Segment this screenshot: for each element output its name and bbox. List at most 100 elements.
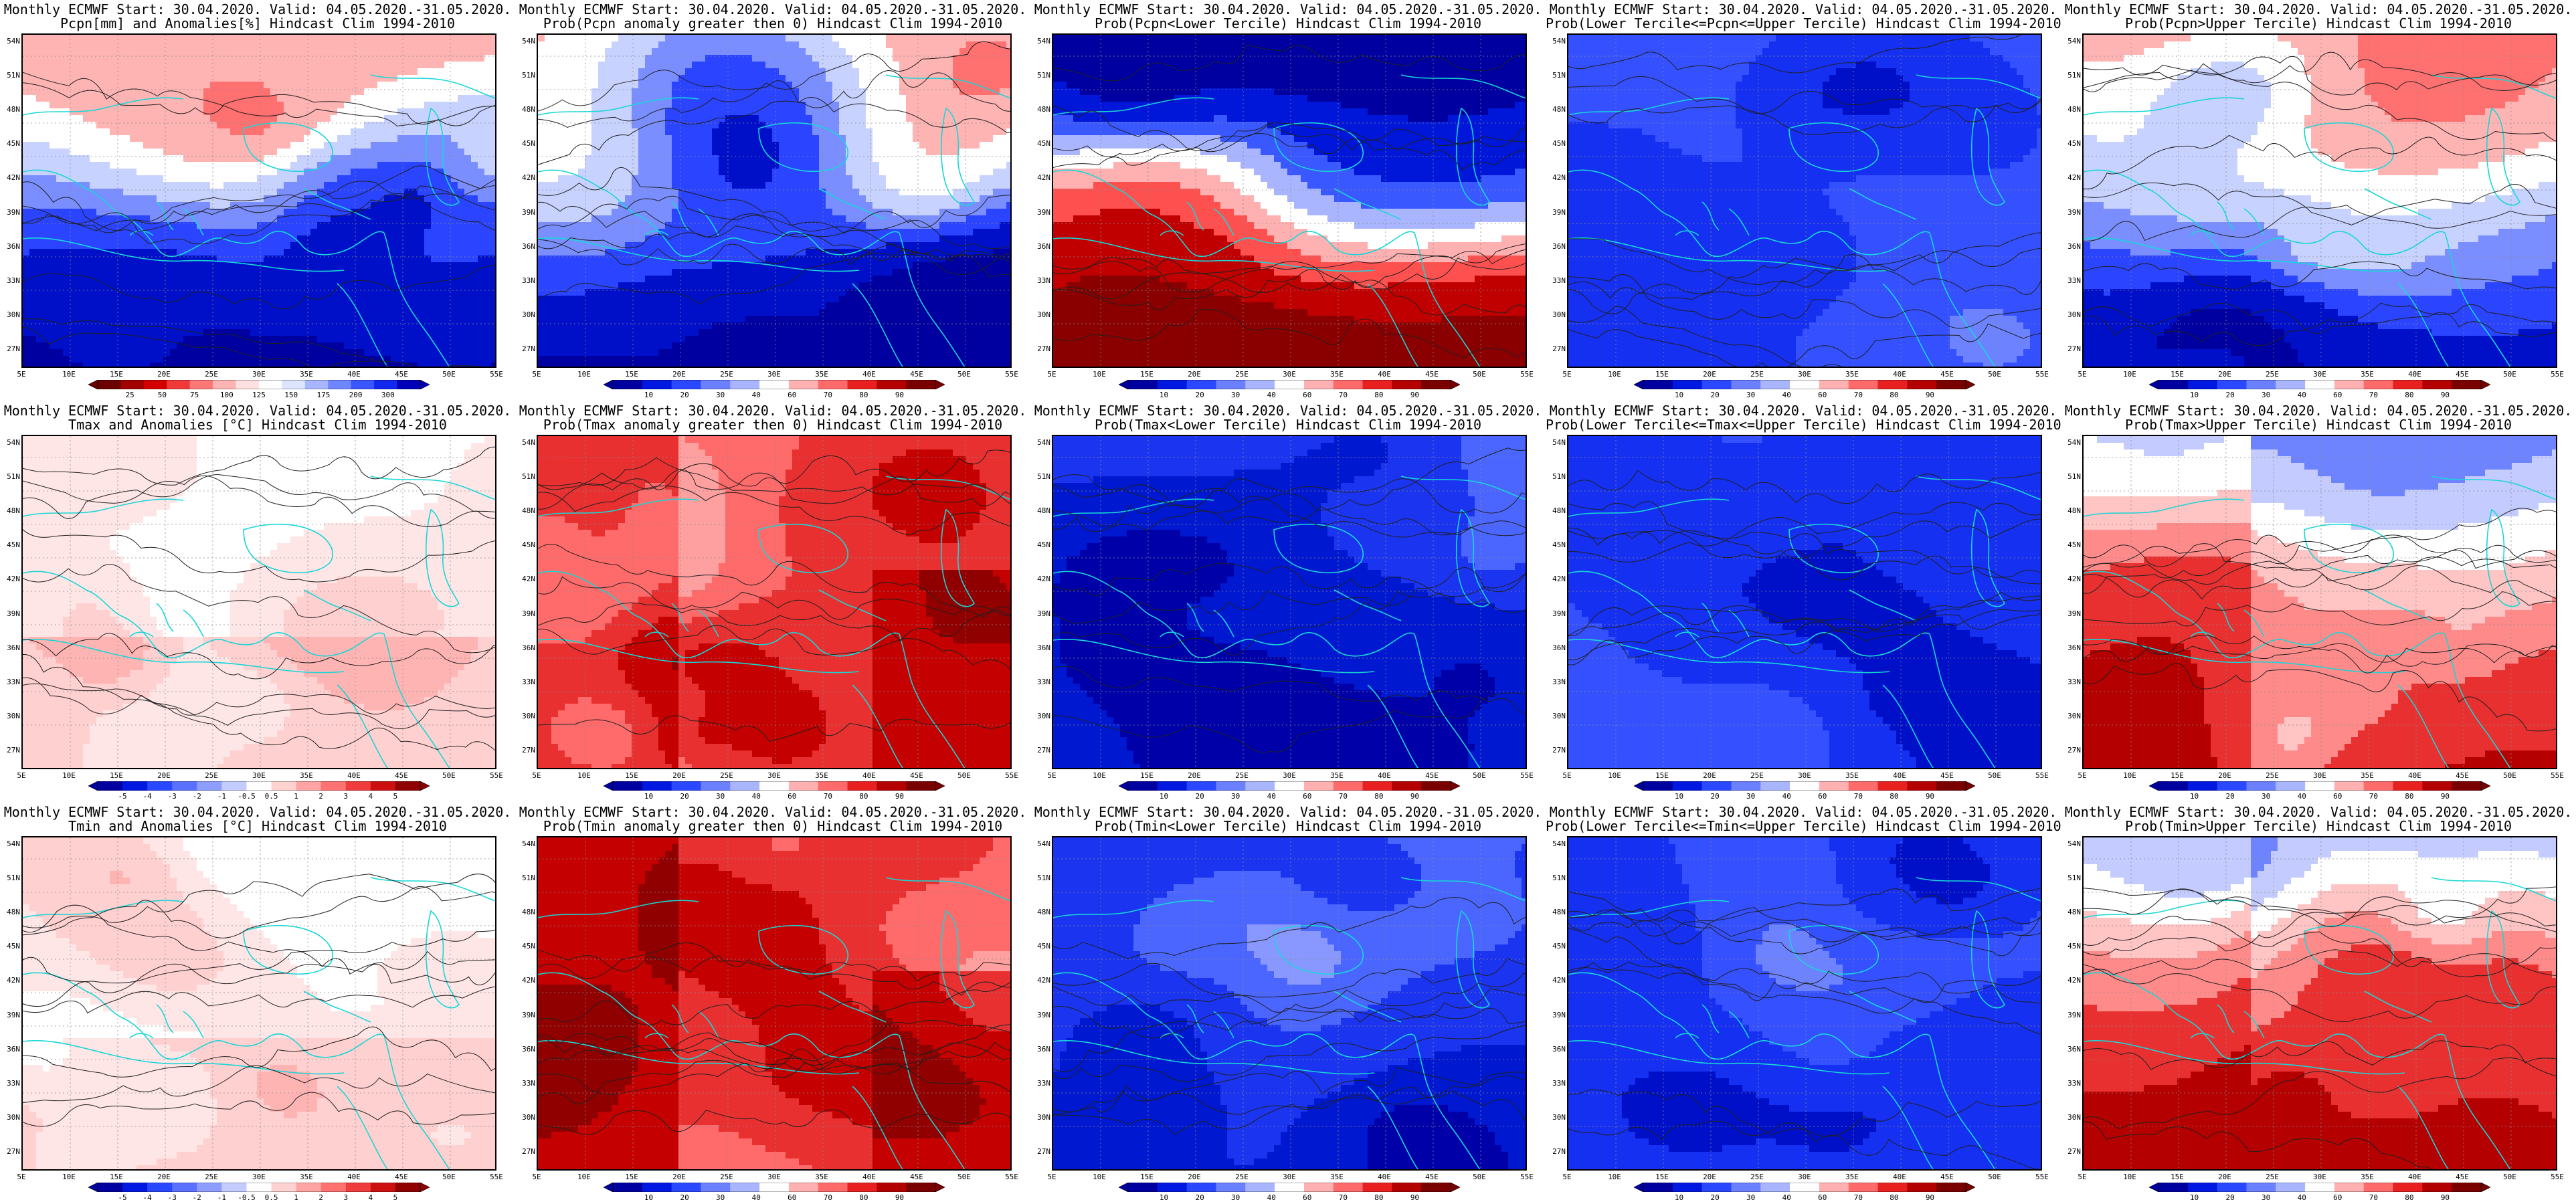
colorbar-max-arrow [420, 1183, 430, 1192]
longitude-label: 15E [1140, 771, 1154, 780]
longitude-label: 10E [2123, 771, 2136, 780]
map-panel: Monthly ECMWF Start: 30.04.2020. Valid: … [0, 803, 515, 1204]
colorbar-label: 30 [716, 792, 725, 801]
latitude-label: 51N [0, 71, 20, 80]
latitude-label: 42N [0, 173, 20, 182]
colorbar-segment [1216, 380, 1246, 389]
colorbar-segment [701, 380, 731, 389]
colorbar-segment [2246, 380, 2276, 389]
longitude-label: 55E [2551, 370, 2564, 379]
colorbar-segment [1848, 781, 1879, 791]
longitude-label: 45E [910, 1173, 923, 1181]
longitude-label: 5E [17, 1173, 25, 1181]
colorbar-label: -3 [168, 1193, 177, 1202]
graticule [23, 837, 495, 1169]
latitude-label: 33N [0, 678, 20, 686]
colorbar-segment [1790, 380, 1820, 389]
longitude-label: 40E [2408, 370, 2421, 379]
colorbar-min-arrow [1634, 781, 1644, 791]
map-area [2082, 836, 2557, 1171]
colorbar-segment [1936, 1183, 1966, 1192]
longitude-label: 20E [1703, 771, 1716, 780]
colorbar-max-arrow [420, 781, 430, 791]
longitude-label: 20E [2218, 771, 2231, 780]
colorbar-label: 3 [343, 792, 348, 801]
latitude-label: 45N [1546, 139, 1566, 148]
longitude-label: 50E [1473, 370, 1486, 379]
map-panel: Monthly ECMWF Start: 30.04.2020. Valid: … [0, 0, 515, 401]
latitude-label: 51N [1030, 472, 1050, 481]
colorbar [604, 380, 945, 389]
colorbar-segment [221, 1183, 247, 1192]
latitude-label: 33N [1030, 276, 1050, 285]
coastlines [23, 877, 495, 1169]
longitude-label: 35E [2361, 1173, 2374, 1181]
colorbar-label: 4 [369, 1193, 373, 1202]
latitude-label: 33N [0, 276, 20, 285]
longitude-label: 35E [2361, 771, 2374, 780]
latitude-label: 30N [0, 310, 20, 319]
latitude-label: 27N [1030, 1147, 1050, 1156]
colorbar-segment [1672, 380, 1703, 389]
map-panel: Monthly ECMWF Start: 30.04.2020. Valid: … [2061, 401, 2576, 803]
colorbar-label: 5 [393, 1193, 398, 1202]
colorbar-segment [2217, 781, 2247, 791]
coastlines [1568, 877, 2041, 1169]
panel-title-line1: Monthly ECMWF Start: 30.04.2020. Valid: … [1546, 3, 2061, 16]
panel-title-line1: Monthly ECMWF Start: 30.04.2020. Valid: … [1030, 805, 1546, 819]
longitude-label: 25E [2266, 370, 2279, 379]
latitude-label: 54N [1030, 37, 1050, 45]
map-panel: Monthly ECMWF Start: 30.04.2020. Valid: … [0, 401, 515, 803]
colorbar-segment [701, 781, 731, 791]
colorbar-label: 30 [1746, 391, 1755, 399]
colorbar-segment [1157, 1183, 1188, 1192]
longitude-label: 35E [815, 1173, 828, 1181]
latitude-label: 42N [2061, 575, 2081, 583]
longitude-label: 10E [2123, 1173, 2136, 1181]
coastlines [2084, 476, 2556, 768]
graticule [2084, 837, 2556, 1169]
longitude-label: 55E [1005, 771, 1018, 780]
colorbar-label: 40 [1782, 391, 1791, 399]
panel-title-line2: Prob(Lower Tercile<=Pcpn<=Upper Tercile)… [1546, 17, 2061, 30]
colorbar-min-arrow [1634, 1183, 1644, 1192]
colorbar-segment [1392, 1183, 1422, 1192]
climatology-contours [1568, 887, 2041, 1169]
longitude-label: 10E [62, 1173, 76, 1181]
latitude-label: 54N [1546, 839, 1566, 848]
colorbar-segment [642, 1183, 672, 1192]
climatology-contours [2084, 52, 2556, 346]
colorbar-segment [345, 1183, 371, 1192]
panel-title-line2: Prob(Lower Tercile<=Tmin<=Upper Tercile)… [1546, 819, 2061, 833]
colorbar [2149, 380, 2490, 389]
coastlines [23, 476, 495, 768]
latitude-label: 54N [2061, 37, 2081, 45]
latitude-label: 42N [515, 976, 535, 985]
colorbar-label: 1 [294, 792, 298, 801]
longitude-label: 45E [395, 771, 408, 780]
colorbar-label: 10 [1675, 391, 1683, 399]
graticule [23, 436, 495, 768]
colorbar-label: 10 [1160, 391, 1168, 399]
panel-title-line1: Monthly ECMWF Start: 30.04.2020. Valid: … [515, 3, 1030, 16]
colorbar-segment [236, 380, 260, 389]
map-area [537, 33, 1012, 368]
colorbar-min-arrow [1119, 1183, 1129, 1192]
latitude-label: 48N [0, 506, 20, 515]
colorbar-segment [98, 380, 121, 389]
longitude-label: 50E [1988, 370, 2001, 379]
latitude-label: 36N [515, 643, 535, 652]
longitude-label: 15E [625, 1173, 638, 1181]
colorbar-label: 20 [680, 1193, 688, 1202]
latitude-label: 33N [1546, 276, 1566, 285]
colorbar-segment [197, 1183, 222, 1192]
colorbar-segment [320, 781, 347, 791]
colorbar-label: 60 [1818, 792, 1827, 801]
colorbar-label: 90 [1410, 391, 1419, 399]
panel-title-line2: Tmin and Anomalies [°C] Hindcast Clim 19… [0, 819, 515, 833]
graticule [1053, 35, 1526, 367]
map-area [2082, 435, 2557, 769]
colorbar-label: 10 [2190, 391, 2199, 399]
colorbar-segment [1877, 380, 1908, 389]
longitude-label: 50E [2503, 370, 2516, 379]
